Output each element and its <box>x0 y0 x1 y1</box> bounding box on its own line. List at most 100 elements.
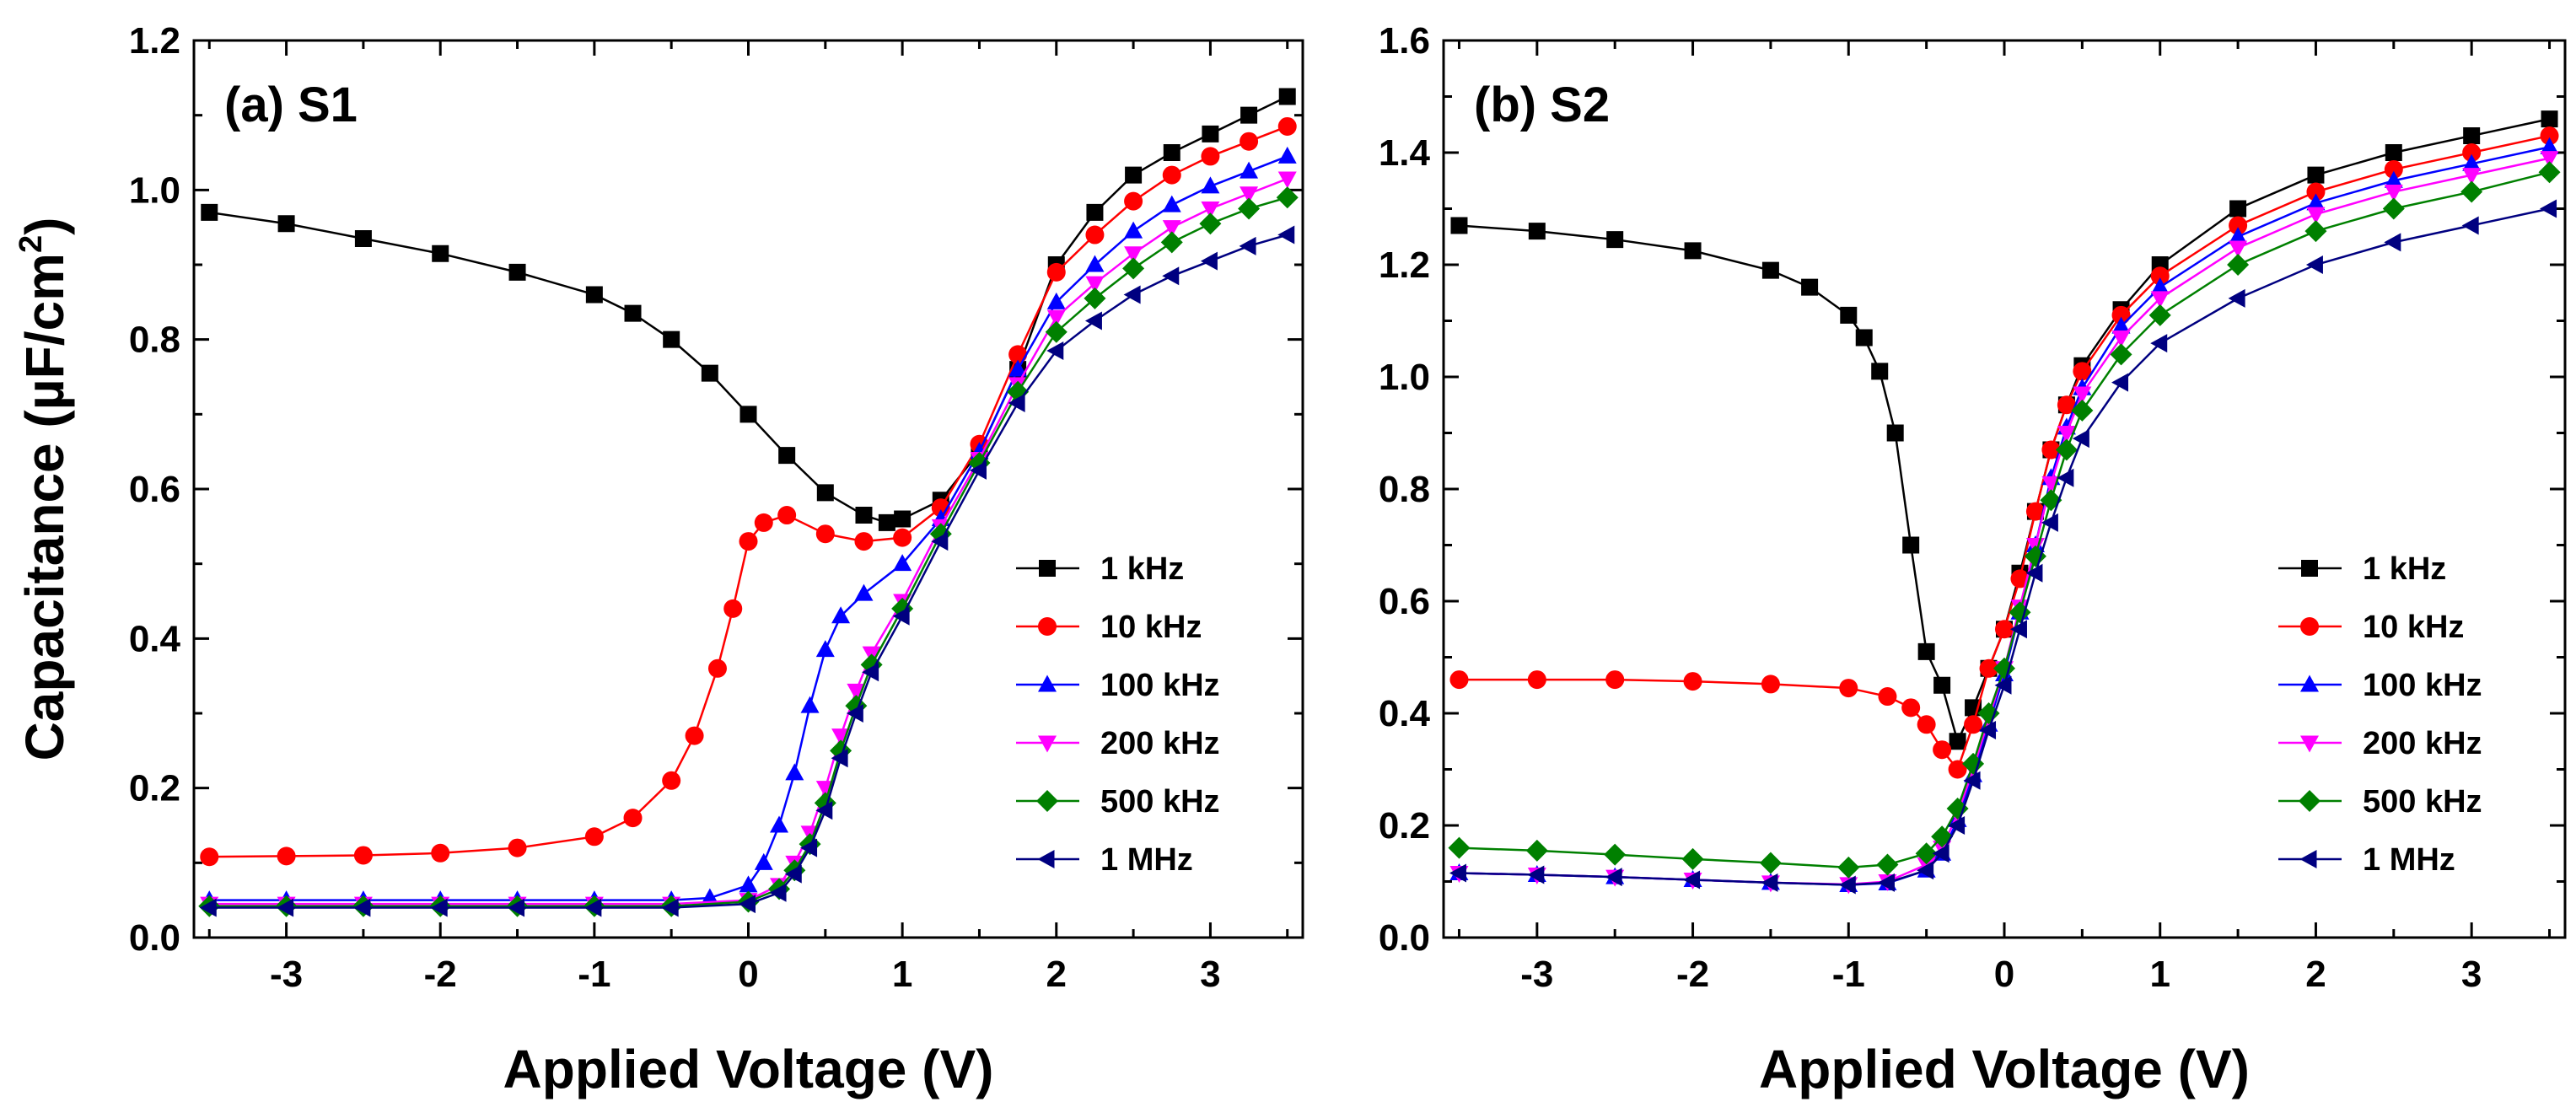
data-point <box>1525 839 1548 862</box>
data-point <box>1084 311 1102 331</box>
legend-marker <box>1039 560 1056 577</box>
legend-marker <box>2300 617 2319 636</box>
data-point <box>1278 88 1296 105</box>
data-point <box>1994 675 2012 695</box>
series-10-khz <box>1449 126 2559 779</box>
series-line <box>1459 171 2550 869</box>
data-point <box>1855 329 1873 347</box>
legend-label: 10 kHz <box>1100 610 1202 645</box>
legend-item: 10 kHz <box>1016 610 1202 645</box>
data-point <box>2462 153 2482 171</box>
y-tick-label: 0.4 <box>1379 693 1431 734</box>
data-point <box>199 898 217 917</box>
x-tick-label: 3 <box>2461 954 2482 995</box>
x-tick-label: 0 <box>1994 954 2014 995</box>
legend-marker <box>1038 675 1057 692</box>
data-point <box>2384 233 2401 252</box>
legend-label: 100 kHz <box>1100 668 1220 703</box>
data-point <box>723 599 743 618</box>
data-point <box>892 606 910 626</box>
data-point <box>2540 137 2559 154</box>
data-point <box>277 847 296 866</box>
data-point <box>739 895 756 914</box>
data-point <box>2111 373 2129 392</box>
data-point <box>2009 620 2027 639</box>
x-tick-label: -1 <box>578 954 610 995</box>
data-point <box>2306 207 2326 224</box>
data-point <box>2306 193 2326 211</box>
data-point <box>277 898 294 917</box>
series-500-khz <box>1448 161 2561 879</box>
data-point <box>430 898 448 917</box>
data-point <box>754 852 773 870</box>
legend-marker <box>1036 790 1058 812</box>
data-point <box>2227 254 2250 276</box>
data-point <box>2010 569 2030 589</box>
data-point <box>623 809 643 828</box>
data-point <box>2110 343 2132 366</box>
data-point <box>800 696 820 713</box>
data-point <box>815 524 835 544</box>
data-point <box>1046 262 1066 282</box>
data-point <box>1684 242 1702 260</box>
data-point <box>878 513 895 531</box>
data-point <box>2540 126 2559 146</box>
data-point <box>800 838 818 857</box>
data-point <box>931 532 949 551</box>
data-point <box>1238 197 1261 220</box>
y-tick-label: 0.8 <box>1379 469 1430 510</box>
data-point <box>624 304 642 322</box>
data-point <box>1917 715 1936 734</box>
x-axis-title: Applied Voltage (V) <box>503 1039 994 1099</box>
data-point <box>1963 771 1981 790</box>
panel-b: -3 -2 -1 0 1 2 3 0.0 0.2 0.4 0.6 0.8 1.0 1.2 1.4 1.6 (b)… <box>1379 20 2567 1099</box>
data-point <box>1085 225 1105 245</box>
legend-label: 500 kHz <box>1100 784 1220 820</box>
data-point <box>2382 197 2405 220</box>
data-point <box>354 229 372 247</box>
data-point <box>1162 266 1180 286</box>
data-point <box>2073 362 2092 381</box>
data-point <box>2384 159 2403 179</box>
legend-item: 1 MHz <box>2278 842 2455 878</box>
data-point <box>969 460 987 480</box>
x-tick-label: 1 <box>892 954 912 995</box>
data-point <box>701 364 718 382</box>
series-line <box>1459 134 2550 772</box>
data-point <box>1277 116 1297 136</box>
data-point <box>2057 395 2076 415</box>
y-tick-label: 0.8 <box>129 320 180 361</box>
data-point <box>662 771 681 790</box>
data-point <box>1046 292 1066 309</box>
data-point <box>2150 277 2170 295</box>
data-point <box>2228 288 2245 308</box>
data-point <box>1239 236 1256 255</box>
data-point <box>1448 836 1471 859</box>
data-point <box>2025 563 2043 583</box>
data-point <box>1683 870 1701 890</box>
y-tick-label: 0.6 <box>129 469 180 510</box>
data-point <box>1201 147 1220 166</box>
data-point <box>1839 679 1858 698</box>
data-point <box>2148 304 2171 326</box>
data-point <box>1449 863 1466 883</box>
data-point <box>2072 429 2089 449</box>
data-point <box>1449 670 1469 690</box>
data-point <box>1240 132 1259 151</box>
data-point <box>893 554 912 572</box>
data-point <box>1123 285 1141 304</box>
y-tick-label: 0.2 <box>1379 805 1430 847</box>
data-point <box>1277 146 1297 164</box>
data-point <box>508 263 526 281</box>
data-point <box>584 898 602 917</box>
data-point <box>816 484 834 502</box>
data-point <box>200 847 219 867</box>
data-point <box>2462 168 2482 185</box>
legend-label: 10 kHz <box>2363 610 2464 645</box>
y-tick-label: 1.0 <box>129 169 180 211</box>
series-100-khz <box>200 146 1297 908</box>
data-point <box>1086 203 1104 221</box>
legend: 1 kHz 10 kHz 100 kHz 200 kHz 500 kHz 1 MHz <box>1016 551 1220 878</box>
data-point <box>2229 227 2248 245</box>
data-point <box>1045 320 1068 343</box>
